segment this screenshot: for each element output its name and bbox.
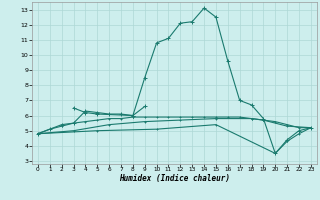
X-axis label: Humidex (Indice chaleur): Humidex (Indice chaleur) bbox=[119, 174, 230, 183]
